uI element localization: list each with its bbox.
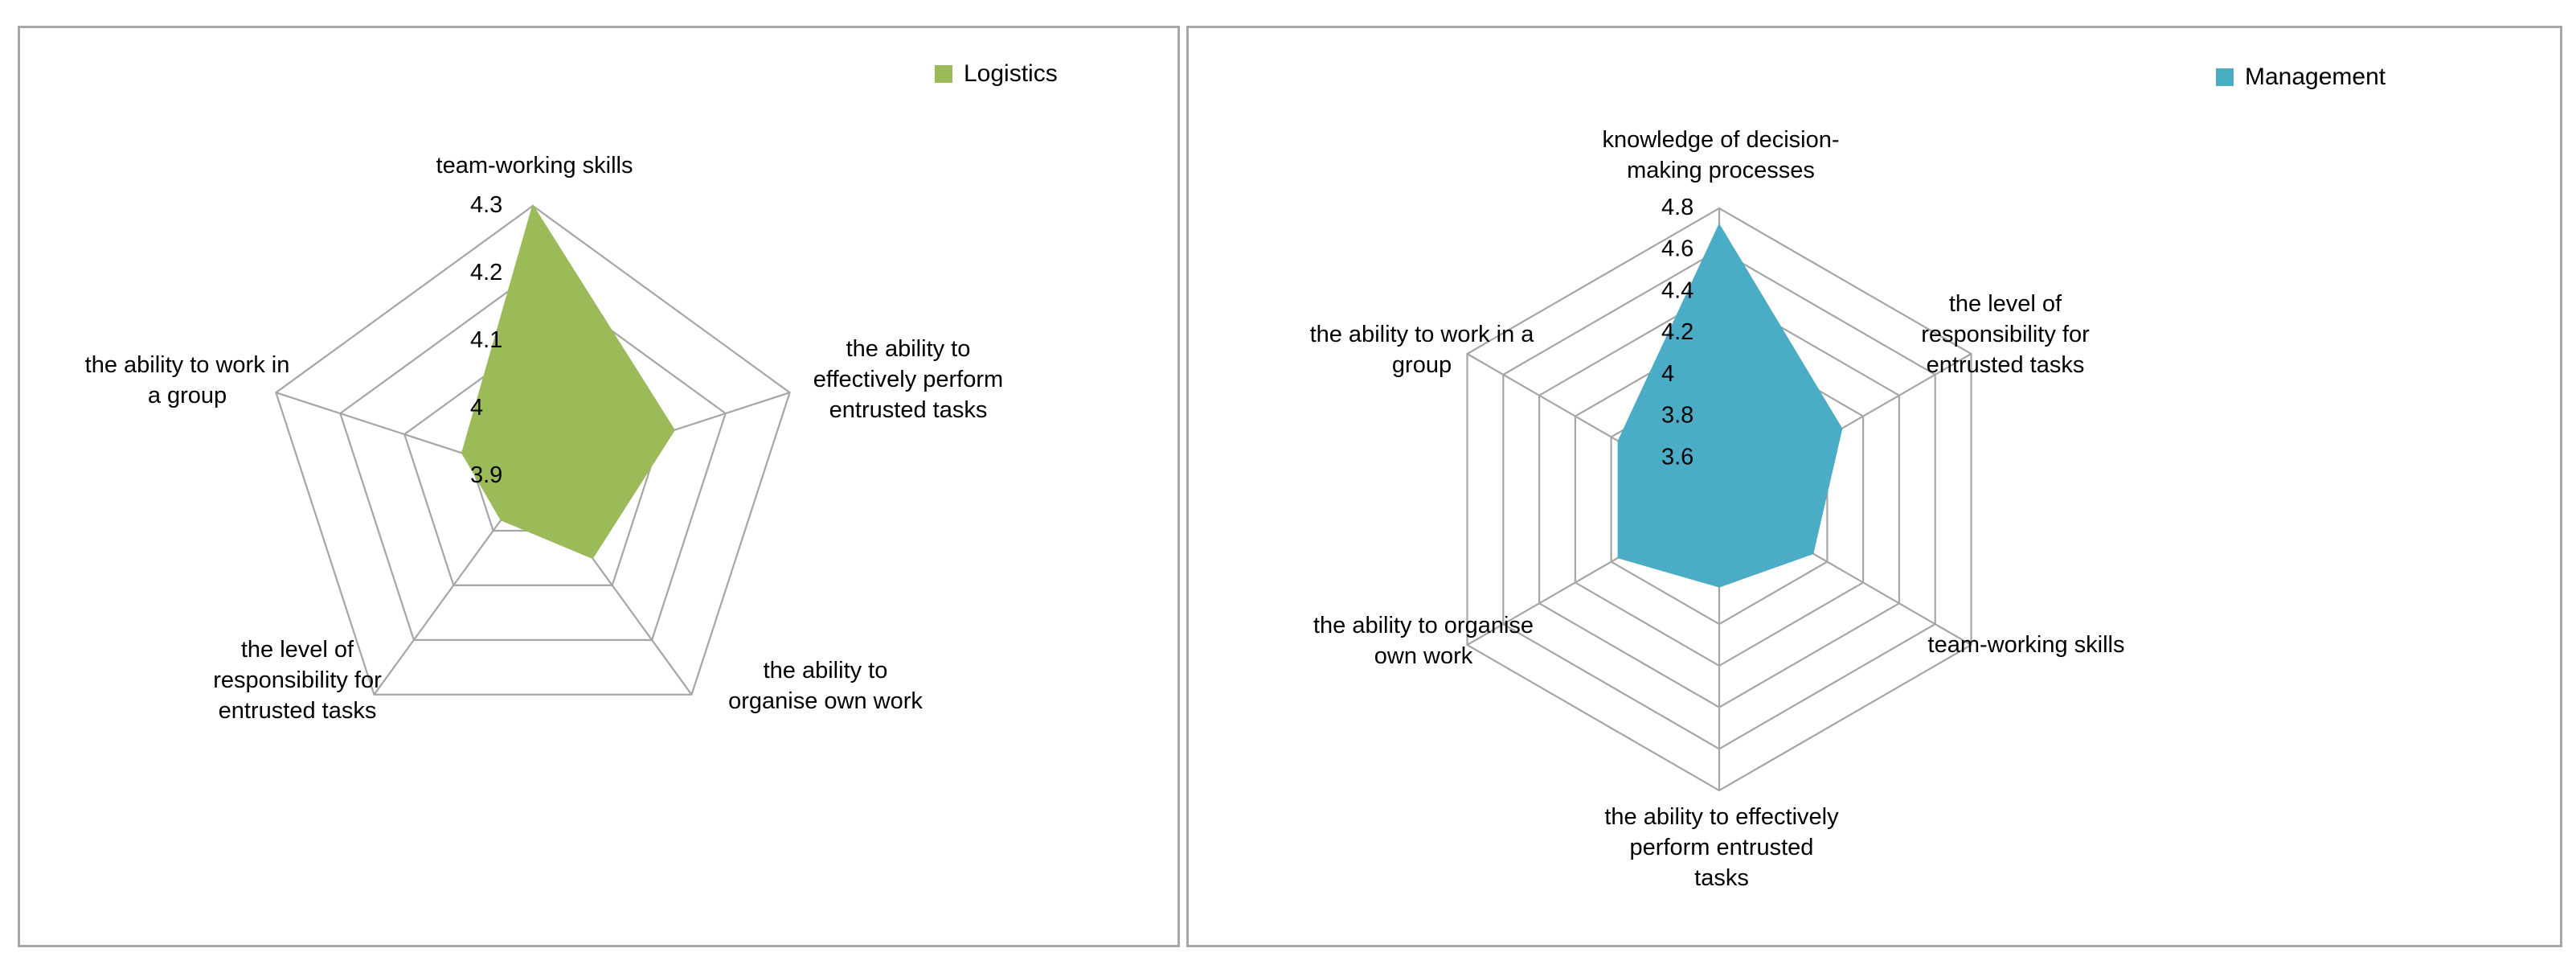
axis-category-label: the level of responsibility for entrusted … <box>1921 291 2090 378</box>
axis-category-label: the ability to work in a group <box>1310 322 1535 378</box>
tick-label: 4.2 <box>470 260 502 285</box>
chart-panel-management: 3.6 3.8 4 4.2 4.4 4.6 4.8 knowledge of decision… <box>1186 26 2562 947</box>
tick-label: 4.8 <box>1661 195 1693 220</box>
tick-label: 3.8 <box>1661 403 1693 429</box>
axis-category-label: the level of responsibility for entrusted … <box>213 637 382 724</box>
legend-swatch-logistics <box>935 65 952 83</box>
grid-ring <box>275 204 791 696</box>
grid-ring <box>339 272 727 642</box>
legend-label-management: Management <box>2245 64 2386 90</box>
tick-label: 3.6 <box>1661 444 1693 470</box>
chart-panel-logistics: 3.9 4 4.1 4.2 4.3 team-working skills the abil… <box>18 26 1180 947</box>
series-area-logistics <box>461 203 675 560</box>
tick-label: 4 <box>1661 361 1674 387</box>
tick-label: 3.9 <box>470 462 502 488</box>
axis-category-label: team-working skills <box>436 153 633 179</box>
legend: Logistics <box>935 60 1058 88</box>
tick-label: 4.2 <box>1661 319 1693 345</box>
axis-category-label: knowledge of decision-making processes <box>1602 127 1839 183</box>
axis-category-label: team-working skills <box>1928 632 2125 658</box>
tick-label: 4.1 <box>470 327 502 353</box>
series-area-management <box>1617 223 1843 588</box>
axis-category-label: the ability to organise own work <box>1313 613 1534 669</box>
legend: Management <box>2216 64 2386 91</box>
tick-label: 4.6 <box>1661 236 1693 262</box>
tick-label: 4.3 <box>470 192 502 218</box>
radar-chart-management: 3.6 3.8 4 4.2 4.4 4.6 4.8 knowledge of decision… <box>1310 127 2125 891</box>
axis-category-label: the ability to work in a group <box>85 352 290 408</box>
axis-category-label: the ability to effectively perform entrust… <box>813 336 1003 423</box>
legend-label-logistics: Logistics <box>964 60 1058 87</box>
tick-label: 4.4 <box>1661 277 1693 303</box>
axis-category-label: the ability to effectively perform entrus… <box>1604 804 1839 891</box>
legend-swatch-management <box>2216 68 2234 86</box>
radar-chart-logistics: 3.9 4 4.1 4.2 4.3 team-working skills the abil… <box>85 153 1004 724</box>
axis-category-label: the ability to organise own work <box>728 658 923 714</box>
tick-label: 4 <box>470 395 483 421</box>
